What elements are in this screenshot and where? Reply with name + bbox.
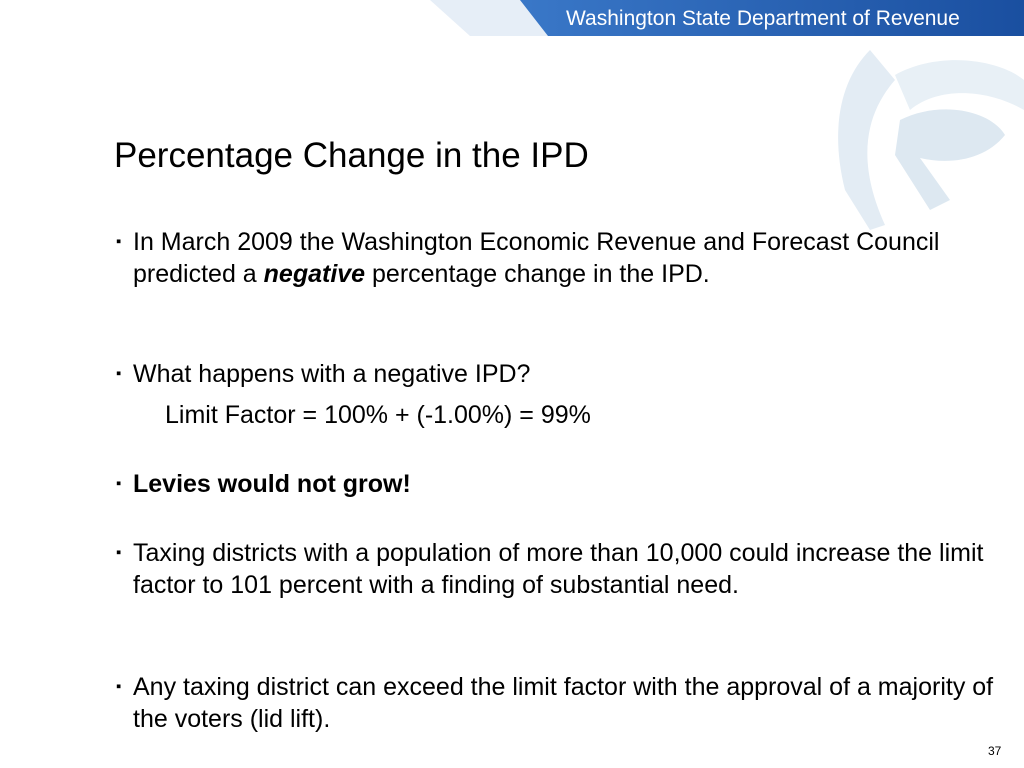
bullet-marker: ▪ bbox=[116, 365, 122, 382]
bullet-text: Taxing districts with a population of mo… bbox=[133, 539, 984, 599]
header-banner-graphic bbox=[430, 0, 1024, 36]
bullet-marker: ▪ bbox=[116, 544, 122, 561]
bullet-item: ▪ Levies would not grow! bbox=[116, 468, 996, 500]
limit-factor-formula: Limit Factor = 100% + (-1.00%) = 99% bbox=[165, 401, 591, 429]
bullet-item: ▪ Taxing districts with a population of … bbox=[116, 537, 996, 601]
header-band: Washington State Department of Revenue bbox=[0, 0, 1024, 40]
dor-logo-watermark bbox=[800, 40, 1024, 240]
page-number: 37 bbox=[988, 744, 1002, 758]
bullet-marker: ▪ bbox=[116, 475, 122, 492]
bullet-text-part: In March 2009 the Washington Economic Re… bbox=[133, 228, 940, 288]
org-name: Washington State Department of Revenue bbox=[566, 7, 960, 30]
bullet-marker: ▪ bbox=[116, 233, 122, 250]
bullet-text: In March 2009 the Washington Economic Re… bbox=[133, 226, 996, 290]
bullet-item: ▪ Any taxing district can exceed the lim… bbox=[116, 671, 996, 735]
bullet-text: What happens with a negative IPD? bbox=[133, 360, 531, 388]
bullet-item: ▪ What happens with a negative IPD? bbox=[116, 358, 996, 390]
bullet-text: Levies would not grow! bbox=[133, 470, 411, 498]
bullet-text: Any taxing district can exceed the limit… bbox=[133, 673, 994, 733]
emphasis-negative: negative bbox=[263, 260, 366, 288]
bullet-item: ▪ In March 2009 the Washington Economic … bbox=[116, 226, 996, 290]
slide-title: Percentage Change in the IPD bbox=[114, 136, 589, 175]
bullet-marker: ▪ bbox=[116, 678, 122, 695]
bullet-text-part: percentage change in the IPD. bbox=[365, 260, 710, 288]
